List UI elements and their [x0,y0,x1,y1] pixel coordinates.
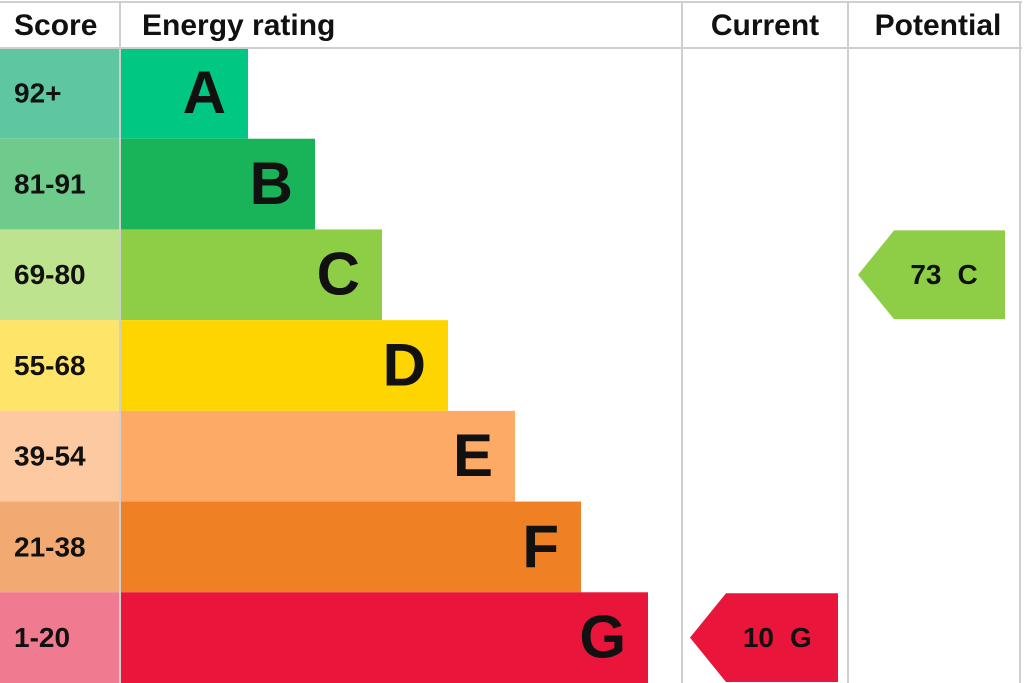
band-letter: G [579,603,626,670]
score-cell [0,592,120,683]
score-cell [0,501,120,593]
rating-bar [120,592,648,683]
header-rating: Energy rating [142,9,335,42]
rating-bar [120,410,515,502]
score-cell [0,138,120,230]
score-range: 81-91 [14,168,86,199]
current-letter: G [790,622,812,653]
score-cell [0,410,120,502]
header-score: Score [14,9,97,42]
band-letter: C [317,241,360,308]
header-potential: Potential [875,9,1002,42]
score-range: 21-38 [14,531,86,562]
rating-bar [120,48,248,139]
rating-bar [120,501,581,593]
potential-letter: C [958,259,978,290]
score-cell [0,48,120,139]
score-cell [0,229,120,321]
header-current: Current [711,9,819,42]
rating-bar [120,320,448,411]
band-letter: A [183,59,226,126]
potential-arrow [858,230,1005,320]
rating-bar [120,138,315,230]
current-score: 10 [743,622,774,653]
band-letter: D [383,331,426,398]
score-cell [0,320,120,411]
band-letter: F [522,513,559,580]
score-range: 92+ [14,78,62,109]
score-range: 1-20 [14,622,70,653]
band-letter: B [250,150,293,217]
score-range: 55-68 [14,350,86,381]
score-range: 39-54 [14,441,86,472]
band-letter: E [453,422,493,489]
score-range: 69-80 [14,259,86,290]
potential-score: 73 [910,259,941,290]
rating-bar [120,229,382,321]
current-arrow [690,593,838,682]
